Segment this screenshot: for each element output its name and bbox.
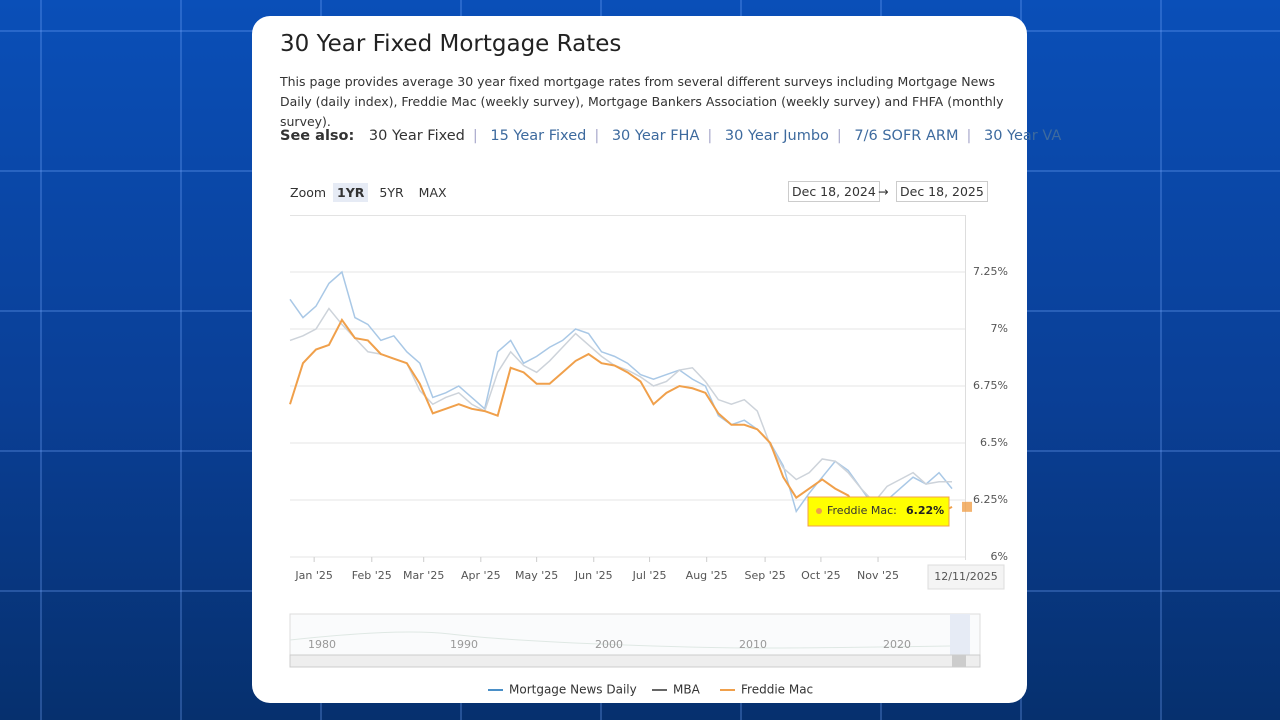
card — [252, 16, 1027, 703]
zoom-button[interactable]: MAX — [418, 185, 447, 200]
series-line — [289, 317, 953, 520]
x-tick-label: Mar '25 — [403, 569, 444, 582]
legend-label[interactable]: MBA — [673, 683, 701, 697]
navigator — [289, 613, 981, 657]
date-to[interactable]: Dec 18, 2025 — [896, 181, 988, 202]
date-arrow: → — [878, 184, 889, 199]
x-tick-label: Nov '25 — [857, 569, 899, 582]
y-tick-label: 6.5% — [980, 436, 1008, 449]
navigator-label: 2020 — [883, 638, 911, 651]
date-label: 12/11/2025 — [934, 570, 997, 583]
legend-label[interactable]: Freddie Mac — [741, 683, 813, 697]
x-tick-label: Jul '25 — [632, 569, 667, 582]
y-tick-label: 7% — [991, 322, 1008, 335]
x-tick-label: Sep '25 — [744, 569, 785, 582]
navigator-label: 2010 — [739, 638, 767, 651]
description: This page provides average 30 year fixed… — [280, 74, 1004, 129]
tooltip — [807, 496, 950, 527]
tooltip-value: 6.22% — [906, 504, 944, 517]
x-tick-label: May '25 — [515, 569, 558, 582]
title: 30 Year Fixed Mortgage Rates — [280, 31, 622, 57]
link[interactable]: 30 Year VA — [984, 128, 1062, 144]
navigator-label: 1990 — [450, 638, 478, 651]
scrollbar-thumb[interactable] — [952, 655, 966, 667]
zoom-label: Zoom — [290, 185, 327, 200]
x-tick-label: Jun '25 — [574, 569, 613, 582]
series-line — [289, 270, 953, 514]
x-tick-label: Oct '25 — [801, 569, 841, 582]
navigator-line — [289, 631, 951, 649]
y-tick-label: 6% — [991, 550, 1008, 563]
link[interactable]: 30 Year FHA — [611, 128, 700, 144]
tooltip-dot — [816, 508, 822, 514]
link[interactable]: 7/6 SOFR ARM — [854, 128, 959, 144]
zoom-button[interactable]: 5YR — [379, 185, 404, 200]
y-tick-label: 7.25% — [973, 265, 1008, 278]
see-also: See also: 30 Year Fixed | 15 Year Fixed | … — [280, 128, 1062, 144]
link[interactable]: 30 Year Jumbo — [724, 128, 829, 144]
date-from[interactable]: Dec 18, 2024 — [788, 181, 880, 202]
navigator-label: 1980 — [308, 638, 336, 651]
link[interactable]: 30 Year Fixed — [368, 128, 465, 144]
zoom-button[interactable]: 1YR — [333, 183, 369, 202]
x-tick-label: Aug '25 — [686, 569, 728, 582]
x-tick-label: Apr '25 — [461, 569, 501, 582]
tooltip-series: Freddie Mac: — [827, 504, 897, 517]
date-label-box — [927, 564, 1005, 590]
x-tick-label: Jan '25 — [294, 569, 332, 582]
y-tick-label: 6.25% — [973, 493, 1008, 506]
zoom-bar: Zoom 1YR 5YR MAX — [290, 183, 451, 202]
x-tick-label: Feb '25 — [352, 569, 392, 582]
link[interactable]: 15 Year Fixed — [490, 128, 587, 144]
scrollbar[interactable] — [289, 654, 981, 668]
y-tick-label: 6.75% — [973, 379, 1008, 392]
navigator-label: 2000 — [595, 638, 623, 651]
see-also-label: See also: — [280, 128, 355, 144]
legend-label[interactable]: Mortgage News Daily — [509, 683, 637, 697]
navigator-window — [950, 614, 970, 656]
highlight-marker — [962, 501, 973, 512]
